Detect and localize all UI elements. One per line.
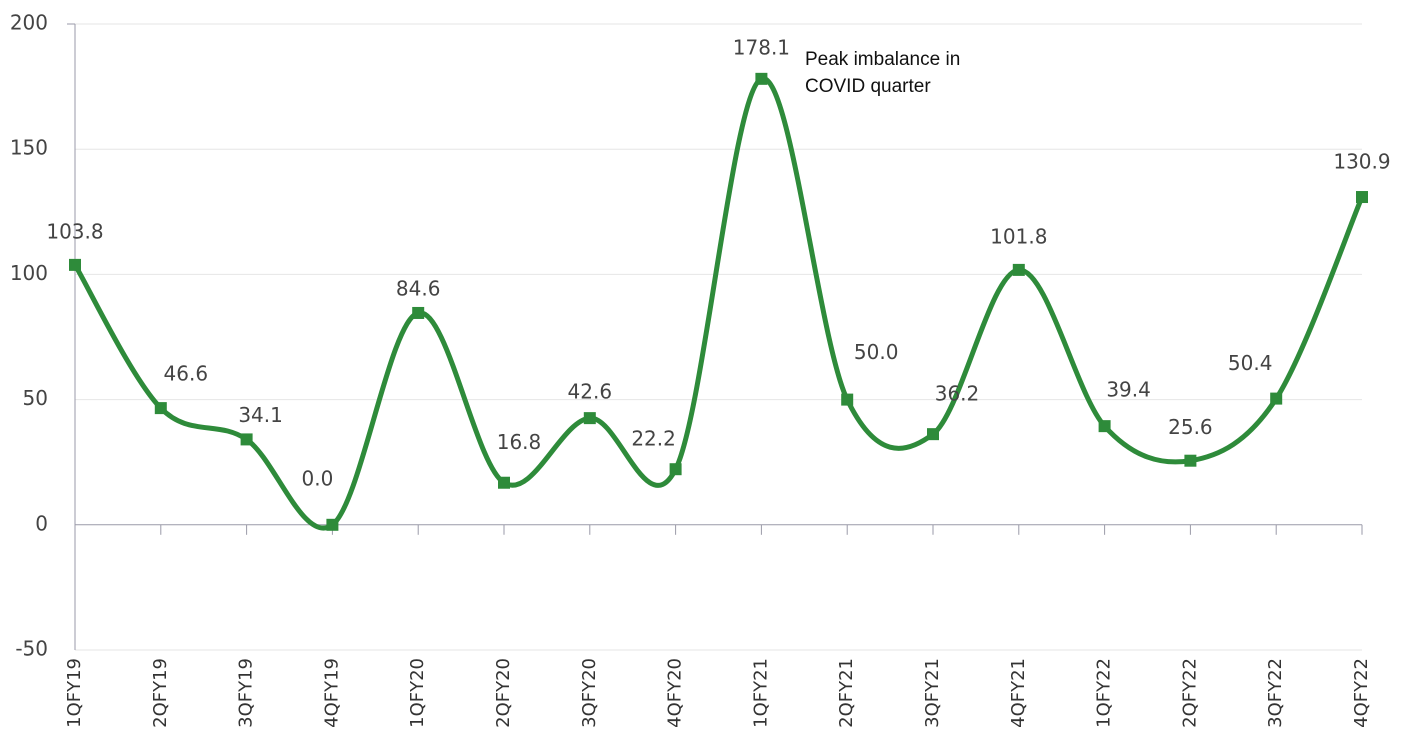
x-tick-label: 4QFY22	[1351, 658, 1372, 728]
marker	[669, 463, 682, 476]
data-label: 16.8	[497, 430, 542, 454]
x-tick-label: 1QFY21	[750, 658, 771, 728]
data-label: 36.2	[935, 382, 980, 406]
data-label: 130.9	[1333, 150, 1390, 174]
marker	[240, 433, 253, 446]
annotation: Peak imbalance in	[805, 49, 960, 70]
y-tick-label: 100	[10, 261, 48, 285]
marker	[412, 306, 425, 319]
x-tick-label: 3QFY19	[236, 658, 257, 728]
data-label: 50.4	[1228, 351, 1273, 375]
x-tick-label: 2QFY21	[836, 658, 857, 728]
x-tick-label: 4QFY19	[321, 658, 342, 728]
y-tick-label: 0	[35, 511, 48, 535]
data-label: 42.6	[568, 380, 613, 404]
data-label: 50.0	[854, 340, 899, 364]
data-label: 39.4	[1106, 378, 1151, 402]
data-label: 103.8	[46, 219, 103, 243]
data-label: 101.8	[990, 224, 1047, 248]
y-tick-label: 200	[10, 11, 48, 35]
data-label: 34.1	[238, 403, 283, 427]
data-label: 22.2	[631, 427, 676, 451]
marker	[583, 412, 596, 425]
data-label: 84.6	[396, 276, 441, 300]
marker	[841, 393, 854, 406]
data-label: 46.6	[164, 362, 209, 386]
marker	[927, 428, 939, 441]
x-tick-label: 2QFY20	[493, 658, 514, 728]
data-label: 0.0	[301, 466, 333, 490]
marker	[69, 258, 81, 271]
data-label: 178.1	[733, 35, 790, 59]
marker	[1184, 454, 1197, 467]
x-tick-label: 1QFY19	[64, 658, 85, 728]
annotation: COVID quarter	[805, 76, 931, 97]
y-tick-label: 150	[10, 136, 48, 160]
x-tick-label: 4QFY20	[665, 658, 686, 728]
y-tick-label: -50	[15, 637, 48, 661]
marker	[1012, 263, 1025, 276]
marker	[1356, 191, 1368, 204]
x-tick-label: 4QFY21	[1008, 658, 1029, 728]
marker	[498, 476, 510, 489]
x-tick-label: 2QFY22	[1179, 658, 1200, 728]
marker	[154, 402, 167, 415]
data-label: 25.6	[1168, 415, 1213, 439]
x-tick-label: 1QFY22	[1094, 658, 1115, 728]
x-tick-label: 1QFY20	[407, 658, 428, 728]
y-tick-label: 50	[23, 386, 48, 410]
marker	[326, 518, 339, 531]
line	[72, 76, 1365, 531]
marker	[1270, 392, 1283, 405]
x-tick-label: 3QFY20	[579, 658, 600, 728]
x-tick-label: 3QFY21	[922, 658, 943, 728]
marker	[755, 72, 768, 85]
x-tick-label: 2QFY19	[150, 658, 171, 728]
marker	[1098, 420, 1111, 433]
x-tick-label: 3QFY22	[1265, 658, 1286, 728]
